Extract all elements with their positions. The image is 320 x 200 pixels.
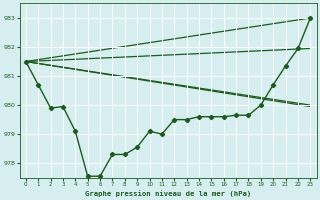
X-axis label: Graphe pression niveau de la mer (hPa): Graphe pression niveau de la mer (hPa) [85,190,251,197]
